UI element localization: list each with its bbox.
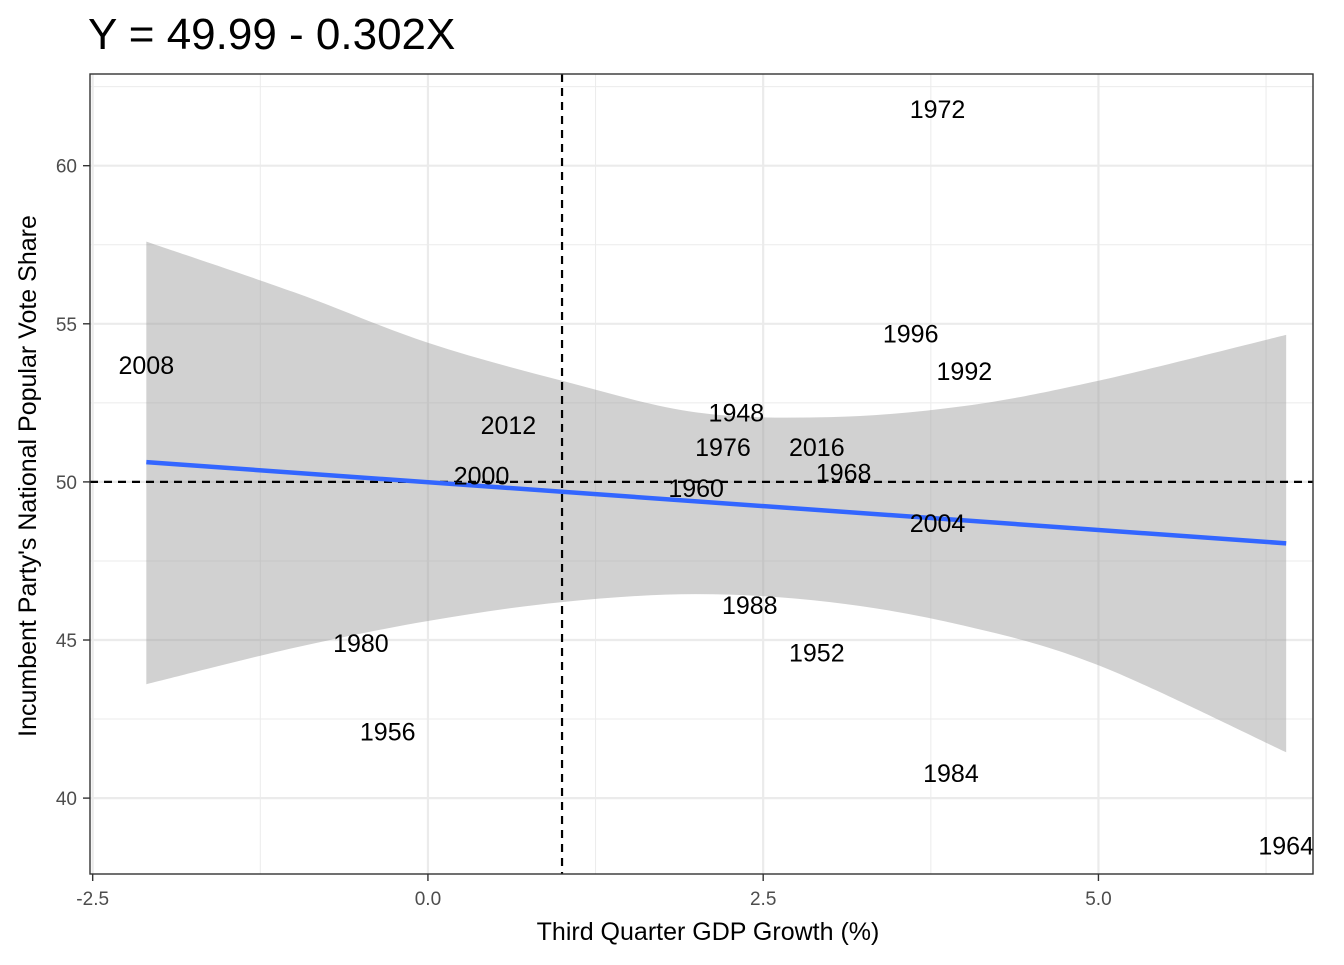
axes: -2.5 0.0 2.5 5.0 40 45 50 55 60 [56, 157, 1112, 910]
point-label: 2012 [481, 412, 537, 440]
y-tick-label: 40 [56, 789, 77, 810]
point-label: 1956 [360, 719, 416, 747]
point-label: 1980 [333, 630, 389, 658]
y-tick-label: 50 [56, 473, 77, 494]
x-axis-title: Third Quarter GDP Growth (%) [537, 918, 880, 946]
point-label: 1968 [816, 459, 872, 487]
point-label: 1988 [722, 592, 778, 620]
point-label: 1996 [883, 320, 939, 348]
y-tick-label: 45 [56, 631, 77, 652]
confidence-band-layer [146, 241, 1287, 753]
reference-lines [90, 74, 1313, 874]
panel-border [89, 73, 1314, 875]
point-label: 2008 [119, 352, 175, 380]
point-label: 2004 [910, 510, 966, 538]
x-tick-label: -2.5 [76, 889, 109, 910]
point-label: 1972 [910, 96, 966, 124]
grid-lines [90, 74, 1313, 874]
point-label: 2000 [454, 463, 510, 491]
x-tick-label: 5.0 [1085, 889, 1111, 910]
point-label: 1948 [709, 399, 765, 427]
x-tick-label: 2.5 [750, 889, 776, 910]
x-tick-label: 0.0 [415, 889, 441, 910]
regression-line [146, 459, 1287, 546]
y-tick-label: 60 [56, 157, 77, 178]
point-label: 1952 [789, 640, 845, 668]
point-label: 1964 [1258, 833, 1314, 861]
y-axis-title: Incumbent Party's National Popular Vote … [14, 215, 42, 737]
confidence-band [146, 241, 1287, 753]
regression-line-layer [146, 459, 1287, 546]
y-tick-label: 55 [56, 315, 77, 336]
point-label: 1976 [695, 434, 751, 462]
point-label: 1992 [937, 358, 993, 386]
point-label: 2016 [789, 434, 845, 462]
chart-title: Y = 49.99 - 0.302X [88, 10, 455, 59]
point-labels: 1948 1952 1956 1960 1964 1968 1972 1976 1980 1984… [119, 96, 1315, 861]
point-label: 1960 [668, 475, 724, 503]
point-label: 1984 [923, 760, 979, 788]
